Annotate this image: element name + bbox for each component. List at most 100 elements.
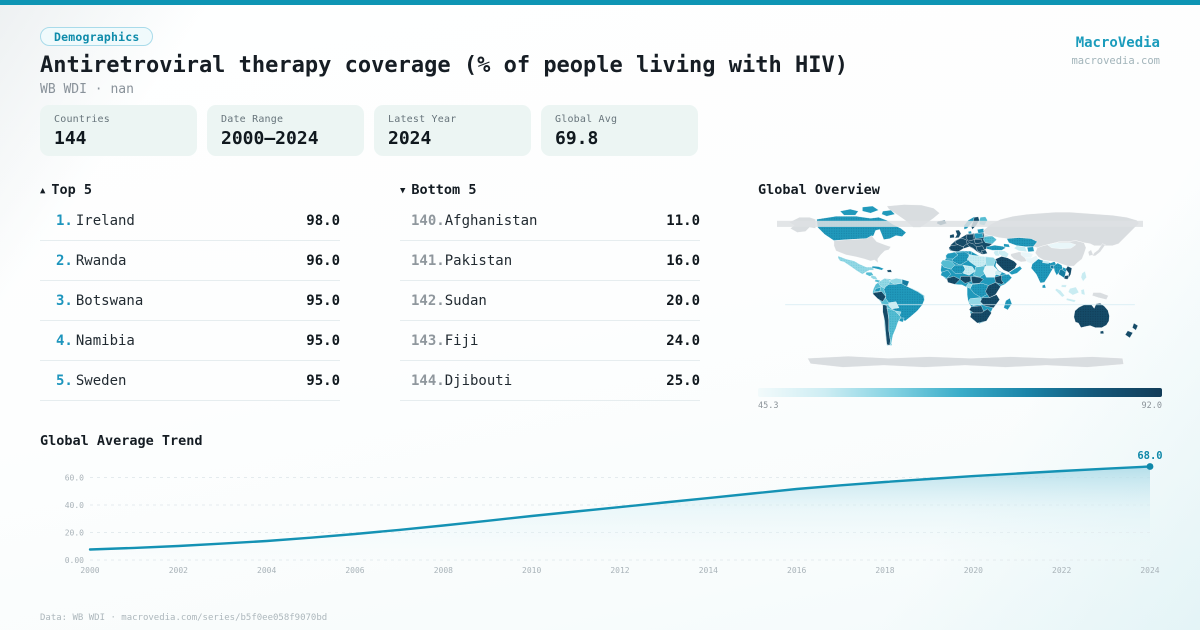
- brand-block: MacroVedia macrovedia.com: [1071, 35, 1160, 68]
- trend-title: Global Average Trend: [40, 433, 203, 449]
- rank-number: 144.: [411, 372, 445, 389]
- rank-number: 4.: [56, 332, 73, 349]
- legend-max: 92.0: [1141, 401, 1162, 411]
- stat-value: 69.8: [555, 128, 599, 149]
- bottom5-header: ▼ Bottom 5: [400, 182, 476, 198]
- map-region-antarctica: [807, 355, 1124, 368]
- x-tick-label: 2012: [610, 566, 629, 575]
- map-legend-gradient: [758, 388, 1162, 397]
- list-item: 140. Afghanistan 11.0: [400, 201, 700, 241]
- page-title: Antiretroviral therapy coverage (% of pe…: [40, 53, 848, 78]
- brand-name: MacroVedia: [1075, 34, 1160, 51]
- stat-label: Global Avg: [555, 114, 618, 125]
- map-region-eritrea: [994, 269, 1002, 276]
- triangle-down-icon: ▼: [400, 186, 406, 196]
- x-tick-label: 2010: [522, 566, 541, 575]
- x-tick-label: 2008: [434, 566, 453, 575]
- y-tick-label: 0.00: [65, 556, 84, 565]
- country-name: Sweden: [75, 372, 127, 389]
- map-region-yemenoman: [1008, 265, 1023, 275]
- stat-label: Date Range: [221, 114, 284, 125]
- country-name: Sudan: [444, 292, 487, 309]
- map-region-tunisia: [967, 250, 972, 256]
- map-region-newguinea: [1091, 292, 1109, 300]
- country-name: Pakistan: [444, 252, 513, 269]
- x-tick-label: 2022: [1052, 566, 1071, 575]
- map-region-sulawesi: [1080, 288, 1086, 296]
- map-region-egypt: [985, 256, 996, 267]
- x-tick-label: 2016: [787, 566, 806, 575]
- map-region-uk: [954, 229, 962, 239]
- footer-source: Data: WB WDI · macrovedia.com/series/b5f…: [40, 613, 328, 623]
- triangle-up-icon: ▲: [40, 186, 46, 196]
- map-region-senegal: [940, 269, 952, 279]
- map-region-kenyatz: [985, 282, 1001, 298]
- map-region-ireland: [949, 233, 955, 239]
- map-region-hispaniola: [886, 269, 893, 273]
- stat-card-latest-year: Latest Year 2024: [374, 105, 531, 156]
- country-name: Ireland: [75, 212, 135, 229]
- country-value: 95.0: [306, 292, 340, 309]
- rank-number: 141.: [411, 252, 445, 269]
- map-region-congo: [965, 283, 973, 289]
- country-value: 25.0: [666, 372, 700, 389]
- trend-chart: 0.00 20.0 40.0 60.0 2000 2002 2004 2006 2008 2010…: [65, 450, 1163, 575]
- map-region-sumatra: [1054, 288, 1065, 298]
- map-region-arctic3: [881, 209, 896, 217]
- map-region-australia: [1073, 303, 1110, 328]
- bottom5-header-label: Bottom 5: [411, 182, 477, 198]
- map-region-arctic2: [862, 205, 879, 214]
- y-tick-label: 60.0: [65, 473, 84, 482]
- rank-number: 5.: [56, 372, 73, 389]
- country-value: 20.0: [666, 292, 700, 309]
- trend-area: [90, 466, 1150, 560]
- map-region-niger: [962, 264, 976, 276]
- map-region-somalia: [1001, 274, 1013, 285]
- top5-header: ▲ Top 5: [40, 182, 92, 198]
- x-tick-label: 2018: [875, 566, 894, 575]
- map-region-malaysia: [1060, 284, 1067, 288]
- list-item: 5. Sweden 95.0: [40, 361, 340, 401]
- map-region-ecuador: [874, 287, 881, 292]
- country-value: 96.0: [306, 252, 340, 269]
- map-region-argentina: [886, 307, 902, 346]
- country-value: 95.0: [306, 332, 340, 349]
- list-item: 144. Djibouti 25.0: [400, 361, 700, 401]
- map-region-poland: [974, 232, 984, 239]
- trend-end-dot: [1146, 463, 1154, 470]
- map-region-italy: [966, 242, 980, 253]
- map-header: Global Overview: [758, 182, 880, 198]
- rank-number: 1.: [56, 212, 73, 229]
- x-tick-label: 2000: [80, 566, 99, 575]
- y-tick-label: 20.0: [65, 528, 84, 537]
- map-region-cambodia: [1064, 275, 1069, 280]
- map-region-usa: [833, 235, 892, 264]
- legend-min: 45.3: [758, 401, 779, 411]
- brand-domain: macrovedia.com: [1071, 55, 1160, 67]
- rank-number: 142.: [411, 292, 445, 309]
- map-region-bolivia: [888, 301, 900, 310]
- map-region-japan: [1091, 243, 1106, 257]
- x-tick-label: 2014: [699, 566, 718, 575]
- country-value: 16.0: [666, 252, 700, 269]
- list-item: 2. Rwanda 96.0: [40, 241, 340, 281]
- stat-value: 2024: [388, 128, 432, 149]
- trend-end-label: 68.0: [1137, 450, 1162, 462]
- map-region-westcoast: [946, 276, 961, 285]
- y-tick-label: 40.0: [65, 501, 84, 510]
- stat-label: Latest Year: [388, 114, 457, 125]
- map-region-laos: [1062, 266, 1067, 273]
- rank-number: 143.: [411, 332, 445, 349]
- rank-number: 140.: [411, 212, 445, 229]
- country-value: 98.0: [306, 212, 340, 229]
- page-subtitle: WB WDI · nan: [40, 82, 134, 97]
- map-region-korea: [1087, 249, 1094, 257]
- map-region-caucasus: [1003, 243, 1010, 248]
- map-region-nepal: [1042, 260, 1050, 264]
- map-region-kyrgyz: [1026, 246, 1035, 253]
- x-tick-label: 2004: [257, 566, 276, 575]
- map-region-saudi: [994, 256, 1018, 273]
- map-region-cuba: [871, 265, 884, 271]
- map-region-mexico: [837, 255, 874, 275]
- trend-line: [88, 465, 1152, 551]
